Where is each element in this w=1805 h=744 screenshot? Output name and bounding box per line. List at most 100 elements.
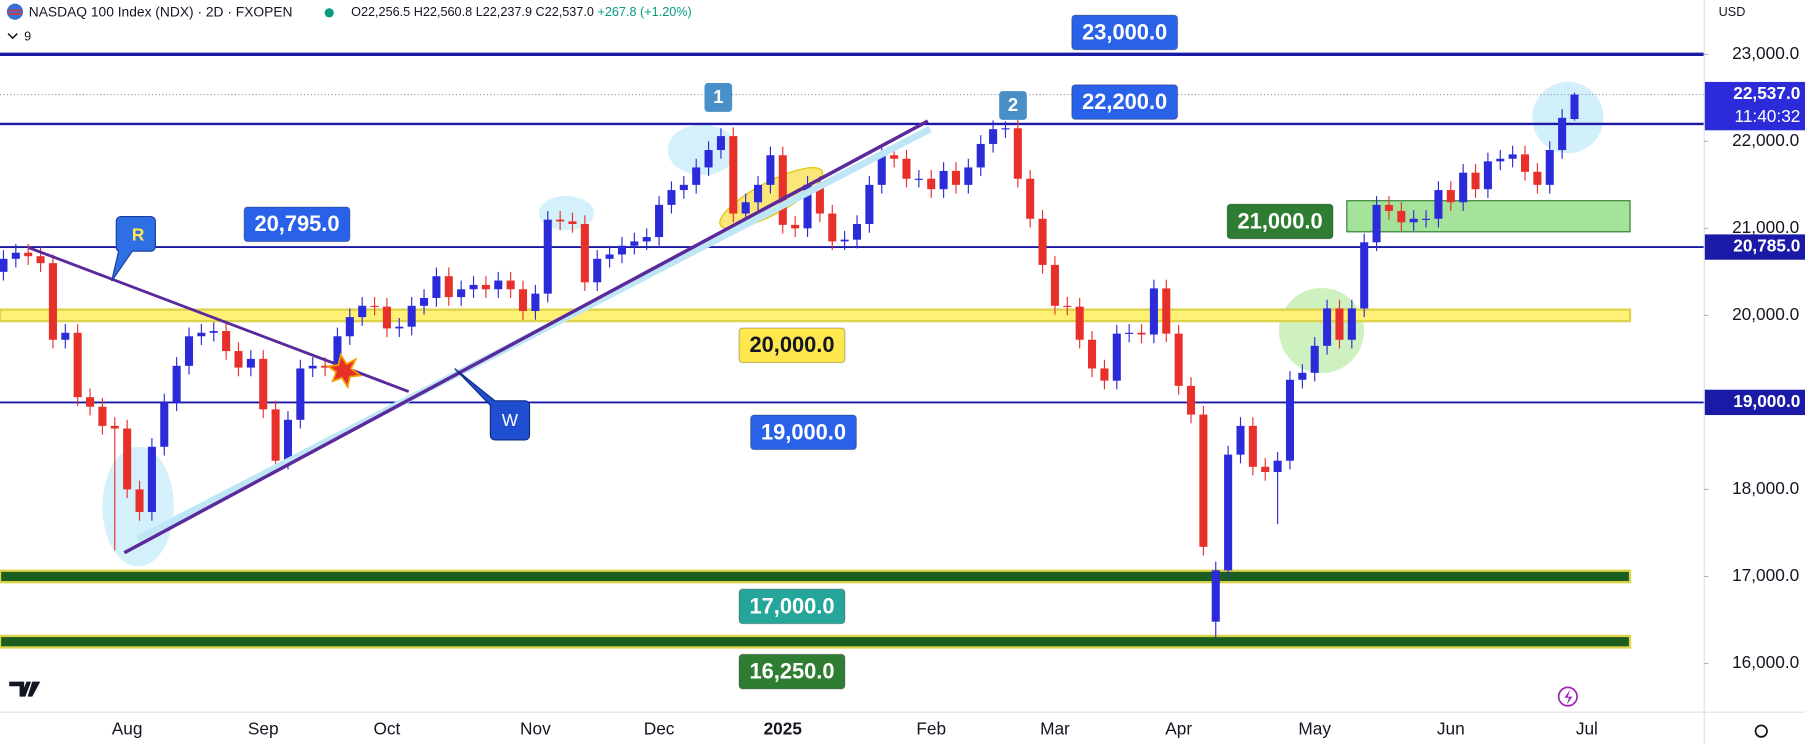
candle-body (36, 256, 45, 264)
candle-body (147, 446, 156, 513)
candle-body (877, 155, 886, 185)
candle-body (679, 184, 688, 191)
candles (0, 92, 1579, 638)
y-tick-label: 21,000.0 (1732, 217, 1799, 237)
candle-body (692, 167, 701, 185)
wave-label: 2 (1008, 94, 1018, 115)
y-tick-label: 18,000.0 (1732, 478, 1799, 498)
candle-body (444, 276, 453, 298)
candle-body (481, 284, 490, 290)
candle-body (815, 184, 824, 214)
level-label-box (738, 327, 846, 364)
candle-body (1211, 570, 1220, 622)
level-label: 23,000.0 (1082, 19, 1167, 44)
candle-body (246, 358, 255, 368)
trendline (123, 119, 929, 555)
candle-body (494, 280, 503, 290)
candle-body (766, 155, 775, 185)
collapse-icon[interactable] (7, 33, 18, 40)
candle-body (1335, 308, 1344, 340)
indicator-count: 9 (24, 29, 31, 43)
candle-body (1570, 94, 1579, 120)
y-tick-label: 20,000.0 (1732, 304, 1799, 324)
level-label-box (1071, 84, 1179, 120)
candle-body (172, 365, 181, 403)
highlight (538, 195, 594, 231)
candle-body (852, 224, 862, 240)
candle-body (704, 150, 713, 168)
candle-body (1001, 128, 1010, 130)
level-band (0, 569, 1632, 584)
candle-body (73, 332, 82, 398)
level-label: 17,000.0 (749, 593, 834, 618)
highlight (667, 124, 737, 176)
candle-body (1075, 306, 1084, 340)
x-tick-label: Apr (1165, 719, 1192, 739)
candle-body (11, 252, 20, 259)
candle-body (469, 284, 478, 290)
x-tick-label: May (1298, 719, 1331, 739)
flag-icon (8, 9, 22, 15)
candle-body (754, 184, 763, 203)
candle-body (989, 129, 998, 144)
level-label-box (1071, 14, 1179, 51)
x-tick-label: Feb (916, 719, 946, 739)
candle-body (197, 332, 206, 337)
marker-label: W (502, 410, 519, 430)
candle-body (617, 245, 627, 255)
wave-badge (704, 83, 733, 112)
candle-body (939, 170, 948, 190)
candle-body (48, 263, 57, 340)
level-label-box (738, 588, 846, 625)
candle-body (1508, 154, 1517, 159)
ohlc-change: +267.8 (+1.20%) (597, 5, 691, 19)
candle-body (828, 213, 837, 242)
level-label: 22,200.0 (1082, 89, 1167, 114)
candle-body (160, 402, 169, 447)
candle-body (568, 221, 577, 225)
countdown: 11:40:32 (1735, 106, 1801, 126)
ohlc-high: H22,560.8 (414, 5, 472, 19)
candle-body (1112, 333, 1121, 381)
x-tick-label: Jul (1576, 719, 1598, 739)
candle-body (1520, 154, 1530, 172)
candle-body (259, 358, 268, 410)
candle-body (395, 326, 404, 329)
price-tag (1704, 234, 1805, 260)
candle-body (86, 397, 95, 407)
candle-body (1533, 171, 1542, 185)
y-tick-label: 16,000.0 (1732, 652, 1799, 672)
candle-body (951, 170, 961, 185)
candle-body (605, 254, 614, 259)
candle-body (964, 167, 973, 185)
candle-body (234, 351, 243, 368)
candle-body (518, 289, 528, 312)
candle-body (382, 306, 391, 329)
candle-body (1248, 425, 1257, 467)
candle-body (296, 368, 305, 420)
x-tick-label: Nov (520, 719, 551, 739)
candle-body (370, 305, 379, 307)
candle-body (283, 419, 293, 461)
wave-label: 1 (713, 86, 723, 107)
candle-body (803, 184, 812, 229)
candle-body (1026, 178, 1035, 219)
level-label: 19,000.0 (761, 419, 846, 444)
candle-body (98, 406, 107, 426)
candle-body (333, 336, 342, 368)
candle-body (61, 332, 70, 340)
candle-body (1100, 368, 1109, 381)
candle-body (1384, 204, 1393, 211)
candle-body (184, 336, 194, 366)
price-tag (1704, 389, 1805, 416)
candle-body (902, 158, 911, 179)
candle-body (407, 305, 416, 327)
candle-body (741, 202, 750, 214)
candle-body (865, 184, 874, 225)
x-tick-label: Jun (1437, 719, 1465, 739)
highlight (1532, 81, 1604, 154)
candle-body (110, 425, 119, 429)
settings-icon[interactable] (1754, 724, 1768, 738)
